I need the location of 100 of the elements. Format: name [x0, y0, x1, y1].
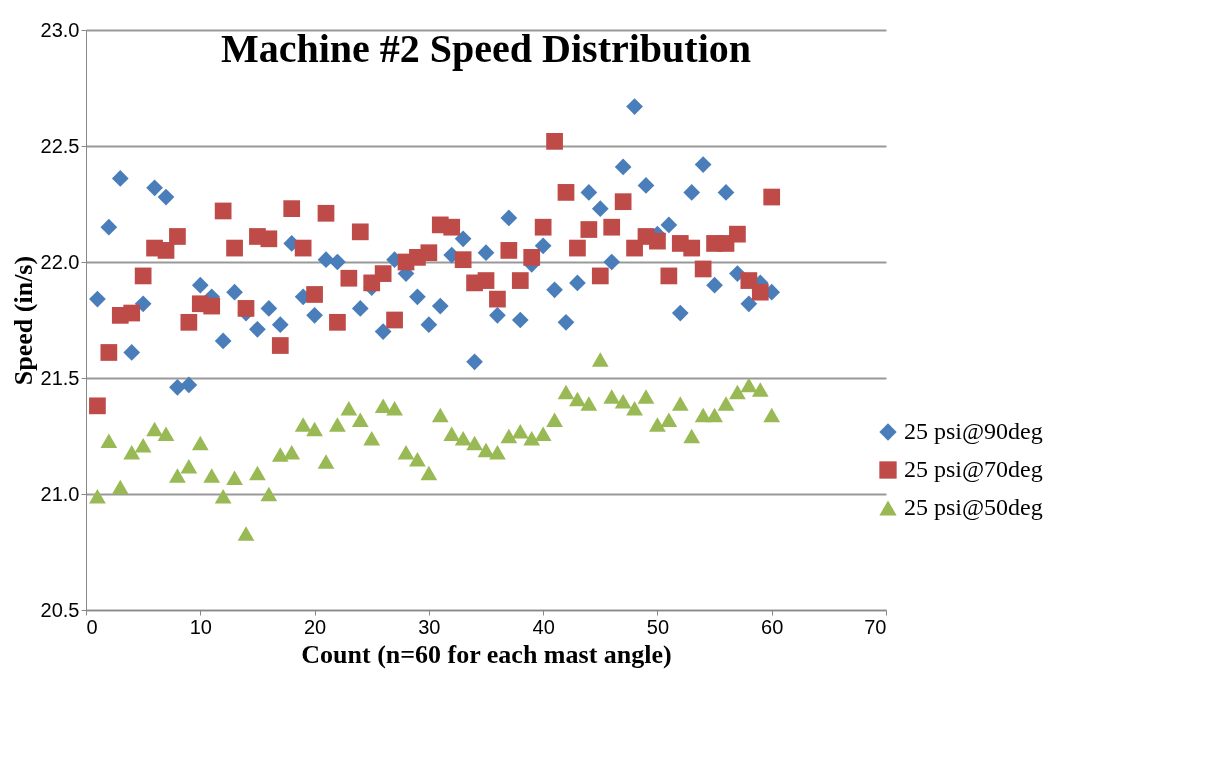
- point: [340, 400, 358, 416]
- point: [511, 311, 529, 329]
- point: [157, 426, 175, 441]
- point: [329, 313, 346, 331]
- point: [317, 251, 335, 269]
- point: [249, 465, 266, 481]
- point: [683, 184, 701, 201]
- point: [180, 376, 198, 394]
- point: [374, 265, 392, 282]
- point: [477, 272, 495, 289]
- point: [443, 218, 461, 236]
- point: [271, 447, 289, 462]
- point: [454, 251, 472, 269]
- point: [511, 272, 529, 289]
- point: [649, 417, 666, 432]
- y-tick-label: 22.0: [40, 250, 80, 273]
- point: [191, 276, 209, 294]
- x-tick-label: 40: [532, 615, 555, 638]
- y-tick-label: 22.5: [40, 134, 80, 157]
- point: [763, 188, 781, 206]
- x-axis-title: Count (n=60 for each mast angle): [301, 639, 672, 669]
- point: [157, 242, 175, 259]
- point: [557, 384, 575, 400]
- point: [569, 391, 586, 407]
- point: [306, 286, 323, 303]
- point: [546, 412, 563, 428]
- point: [351, 223, 369, 241]
- point: [523, 431, 541, 446]
- point: [351, 300, 369, 317]
- point: [134, 267, 152, 285]
- point: [569, 274, 586, 292]
- point: [466, 353, 483, 371]
- point: [409, 288, 426, 306]
- point: [146, 421, 163, 437]
- point: [271, 337, 289, 354]
- point: [100, 218, 118, 236]
- point: [683, 428, 701, 444]
- point: [420, 316, 438, 334]
- y-tick-label: 21.5: [40, 366, 80, 389]
- point: [191, 435, 209, 451]
- legend-label: 25 psi@50deg: [904, 494, 1043, 520]
- point: [534, 237, 552, 255]
- point: [420, 244, 438, 262]
- point: [454, 230, 472, 248]
- point: [134, 295, 152, 313]
- point: [89, 489, 106, 504]
- x-tick-label: 0: [86, 615, 98, 638]
- point: [591, 352, 609, 367]
- x-tick-label: 20: [303, 615, 327, 638]
- point: [226, 470, 243, 486]
- point: [306, 306, 323, 324]
- point: [466, 435, 483, 451]
- point: [763, 407, 781, 423]
- point: [260, 486, 278, 502]
- point: [89, 290, 106, 308]
- point: [489, 290, 506, 308]
- point: [751, 382, 769, 397]
- point: [660, 267, 678, 285]
- point: [477, 244, 495, 262]
- point: [591, 200, 609, 218]
- point: [260, 230, 278, 248]
- point: [100, 433, 118, 448]
- point: [603, 253, 621, 271]
- point: [271, 316, 289, 334]
- point: [249, 320, 266, 338]
- point: [637, 177, 655, 194]
- point: [89, 397, 106, 415]
- point: [603, 218, 621, 236]
- point: [386, 311, 403, 329]
- point: [717, 396, 735, 411]
- point: [203, 468, 221, 483]
- point: [751, 283, 769, 301]
- point: [717, 184, 735, 201]
- point: [523, 248, 541, 266]
- point: [454, 431, 472, 446]
- point: [580, 221, 598, 238]
- point: [111, 170, 129, 187]
- point: [614, 193, 632, 211]
- point: [511, 424, 529, 439]
- y-tick-label: 21.0: [40, 482, 80, 505]
- point: [317, 454, 335, 469]
- point: [374, 323, 392, 340]
- point: [134, 438, 152, 453]
- point: [500, 209, 518, 227]
- point: [580, 396, 598, 411]
- point: [180, 458, 198, 474]
- point: [123, 444, 141, 460]
- x-tick-label: 60: [761, 615, 784, 638]
- point: [306, 421, 323, 437]
- point: [614, 393, 632, 409]
- point: [340, 269, 358, 287]
- point: [706, 407, 723, 423]
- point: [740, 377, 758, 393]
- point: [214, 332, 232, 350]
- point: [431, 297, 449, 315]
- point: [546, 132, 563, 150]
- x-tick-label: 30: [418, 615, 441, 638]
- point: [363, 431, 381, 446]
- point: [443, 426, 461, 441]
- point: [706, 276, 723, 294]
